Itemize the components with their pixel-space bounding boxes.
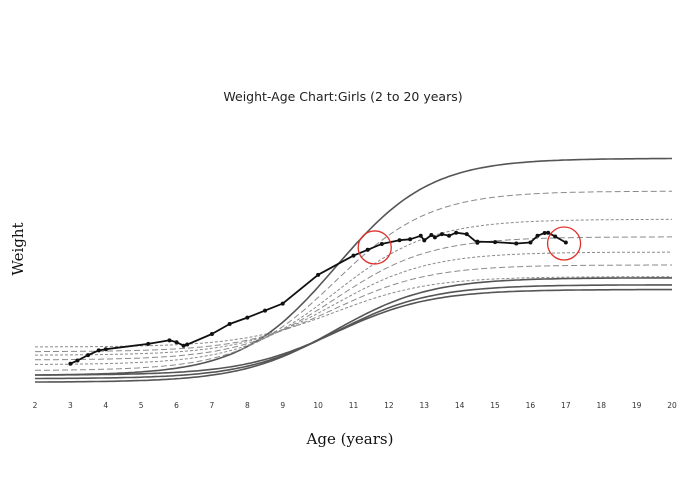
x-tick-label: 7	[210, 401, 215, 410]
x-tick-label: 6	[174, 401, 179, 410]
data-point	[432, 235, 437, 240]
highlight-circle	[357, 230, 392, 265]
data-point	[146, 341, 151, 346]
data-point	[68, 361, 73, 366]
x-tick-label: 9	[280, 401, 285, 410]
reference-curve	[35, 276, 672, 348]
x-tick-label: 13	[420, 401, 430, 410]
data-point	[280, 301, 285, 306]
reference-curve	[35, 251, 672, 356]
data-point	[535, 233, 540, 238]
data-point	[397, 238, 402, 243]
data-point	[96, 348, 101, 353]
data-point	[185, 342, 190, 347]
data-point	[379, 241, 384, 246]
reference-curve	[35, 157, 672, 376]
reference-curve	[35, 288, 672, 376]
reference-curve	[35, 264, 672, 353]
data-point	[316, 272, 321, 277]
data-point	[464, 232, 469, 237]
data-point	[351, 253, 356, 258]
series-layer	[68, 230, 568, 366]
data-point	[514, 241, 519, 246]
x-tick-label: 19	[632, 401, 642, 410]
data-point	[245, 315, 250, 320]
data-point	[546, 230, 551, 235]
data-point	[209, 332, 214, 337]
reference-curve	[35, 277, 672, 383]
x-tick-label: 8	[245, 401, 250, 410]
data-point	[563, 240, 568, 245]
data-point	[454, 230, 459, 235]
x-tick-label: 3	[68, 401, 73, 410]
x-tick-label: 17	[561, 401, 571, 410]
data-point	[553, 234, 558, 239]
reference-curve	[35, 190, 672, 371]
reference-curve	[35, 284, 672, 380]
data-point	[263, 308, 268, 313]
x-axis-title: Age (years)	[306, 430, 394, 448]
chart-title: Weight-Age Chart:Girls (2 to 20 years)	[223, 89, 462, 104]
y-axis-title: Weight	[9, 222, 27, 275]
series-line	[70, 231, 567, 365]
x-tick-label: 4	[103, 401, 108, 410]
x-tick-label: 16	[526, 401, 536, 410]
reference-curves	[35, 157, 672, 383]
x-tick-label: 18	[596, 401, 606, 410]
data-point	[181, 343, 186, 348]
reference-curve	[35, 236, 672, 361]
x-tick-label: 15	[490, 401, 500, 410]
data-point	[103, 347, 108, 352]
data-point	[528, 240, 533, 245]
x-tick-label: 14	[455, 401, 465, 410]
annotation-layer	[357, 226, 582, 265]
x-tick-label: 20	[667, 401, 677, 410]
data-point	[418, 233, 423, 238]
data-point	[227, 321, 232, 326]
x-tick-label: 11	[349, 401, 359, 410]
data-point	[439, 232, 444, 237]
data-point	[75, 358, 80, 363]
data-point	[475, 239, 480, 244]
data-point	[408, 237, 413, 242]
data-point	[174, 340, 179, 345]
highlight-circle	[546, 226, 582, 261]
x-tick-label: 12	[384, 401, 394, 410]
data-point	[542, 230, 547, 235]
data-point	[429, 233, 434, 238]
x-tick-label: 2	[33, 401, 38, 410]
data-point	[422, 238, 427, 243]
data-point	[365, 247, 370, 252]
data-point	[167, 338, 172, 343]
data-point	[86, 353, 91, 358]
x-tick-label: 5	[139, 401, 144, 410]
x-tick-label: 10	[313, 401, 323, 410]
x-tick-labels: 2 3 4 5 6 7 8 9 10 11 12 13 14 15 16 17 18 19 20	[33, 401, 677, 410]
data-point	[493, 240, 498, 245]
reference-curve	[35, 218, 672, 365]
data-point	[447, 233, 452, 238]
